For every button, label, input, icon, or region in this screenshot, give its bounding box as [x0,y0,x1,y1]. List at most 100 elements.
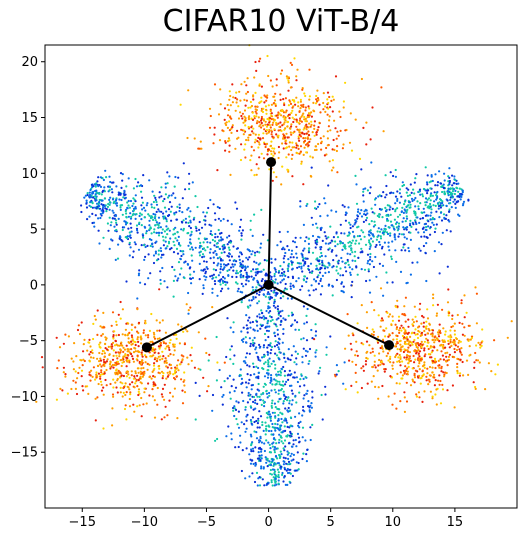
data-point [302,141,306,144]
data-point [219,103,222,106]
data-point [449,340,452,343]
data-point [127,350,130,353]
data-point [247,106,250,109]
data-point [231,83,234,86]
data-point [383,370,386,373]
data-point [251,286,254,289]
data-point [458,374,461,377]
data-point [300,120,303,123]
data-point [187,363,190,366]
data-point [274,323,277,326]
data-point [215,245,218,248]
data-point [386,204,389,207]
data-point [298,262,301,265]
data-point [270,129,273,132]
data-point [122,355,125,358]
data-point [319,246,322,249]
data-point [304,349,307,352]
data-point [286,120,289,124]
data-point [234,408,238,411]
data-point [132,212,135,215]
data-point [453,342,456,345]
data-point [308,122,311,125]
data-point [398,188,402,191]
data-point [321,418,324,421]
data-point [256,395,259,398]
data-point [290,249,294,252]
data-point [256,279,259,282]
data-point [274,281,277,284]
data-point [468,345,471,348]
data-point [182,162,185,165]
data-point [282,400,285,403]
data-point [277,271,280,274]
data-point [266,123,269,126]
data-point [344,81,347,84]
data-point [274,306,277,309]
data-point [189,273,192,276]
data-point [435,210,438,213]
data-point [454,344,457,347]
data-point [438,366,441,369]
data-point [169,391,172,394]
data-point [265,112,268,115]
data-point [163,280,166,283]
data-point [211,233,214,237]
data-point [118,237,121,240]
data-point [151,370,154,373]
data-point [227,263,230,266]
data-point [138,269,141,272]
data-point [260,121,263,125]
data-point [414,369,417,372]
data-point [336,236,340,239]
data-point [341,147,344,150]
data-point [397,315,401,318]
data-point [403,356,406,359]
data-point [441,201,444,205]
data-point [94,214,97,217]
data-point [148,238,151,241]
data-point [158,288,161,291]
data-point [270,140,273,143]
data-point [308,271,311,274]
data-point [406,332,409,335]
data-point [360,268,363,271]
data-point [227,287,230,290]
data-point [216,294,219,297]
data-point [272,171,275,174]
data-point [376,230,379,233]
data-point [88,338,91,341]
data-point [293,361,296,364]
data-point [177,323,180,326]
data-point [302,337,305,340]
data-point [248,378,251,381]
data-point [285,469,288,472]
data-point [432,297,435,300]
data-point [284,274,287,277]
data-point [262,315,265,318]
data-point [356,210,360,213]
data-point [291,116,294,119]
data-point [426,206,429,209]
data-point [128,359,131,362]
data-point [340,241,343,244]
data-point [265,461,268,464]
data-point [123,348,127,351]
data-point [406,194,409,197]
data-point [272,433,275,436]
data-point [211,291,214,294]
data-point [251,118,255,121]
data-point [138,404,141,407]
data-point [426,214,430,217]
data-point [262,367,265,371]
data-point [203,255,206,258]
data-point [257,167,260,170]
data-point [168,370,171,373]
data-point [449,336,452,339]
data-point [235,260,238,263]
data-point [286,467,289,471]
data-point [260,115,263,119]
data-point [132,250,135,253]
data-point [290,389,293,392]
